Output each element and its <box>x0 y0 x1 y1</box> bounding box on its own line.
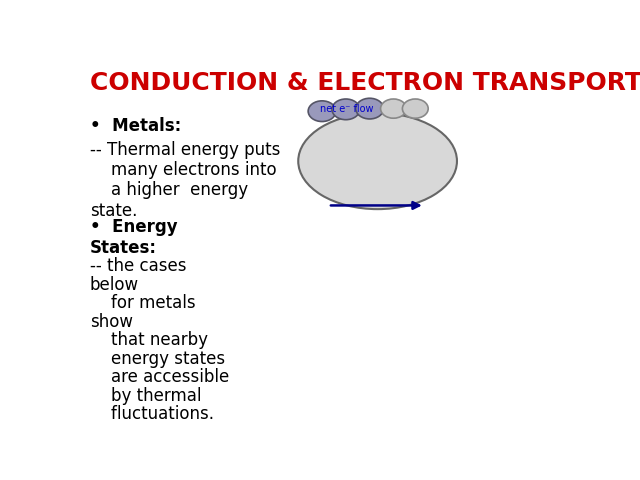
Circle shape <box>403 99 428 118</box>
Text: that nearby: that nearby <box>90 331 208 349</box>
Text: energy states: energy states <box>90 349 225 368</box>
Circle shape <box>356 98 383 119</box>
Text: by thermal: by thermal <box>90 386 202 405</box>
Text: are accessible: are accessible <box>90 368 229 386</box>
Text: show: show <box>90 312 133 331</box>
Text: below: below <box>90 276 139 294</box>
Text: States:: States: <box>90 239 157 257</box>
Text: many electrons into: many electrons into <box>90 161 276 179</box>
Text: -- Thermal energy puts: -- Thermal energy puts <box>90 141 280 159</box>
Ellipse shape <box>298 113 457 209</box>
Circle shape <box>332 99 360 120</box>
Circle shape <box>381 99 406 118</box>
Text: for metals: for metals <box>90 294 196 312</box>
Text: •  Energy: • Energy <box>90 218 177 236</box>
Text: -- the cases: -- the cases <box>90 257 186 275</box>
Text: a higher  energy: a higher energy <box>90 181 248 199</box>
Text: fluctuations.: fluctuations. <box>90 405 214 423</box>
Text: CONDUCTION & ELECTRON TRANSPORT: CONDUCTION & ELECTRON TRANSPORT <box>90 71 640 95</box>
Circle shape <box>308 101 336 121</box>
Text: state.: state. <box>90 202 138 220</box>
Text: net e⁻ flow: net e⁻ flow <box>319 104 373 114</box>
Text: •  Metals:: • Metals: <box>90 117 181 135</box>
